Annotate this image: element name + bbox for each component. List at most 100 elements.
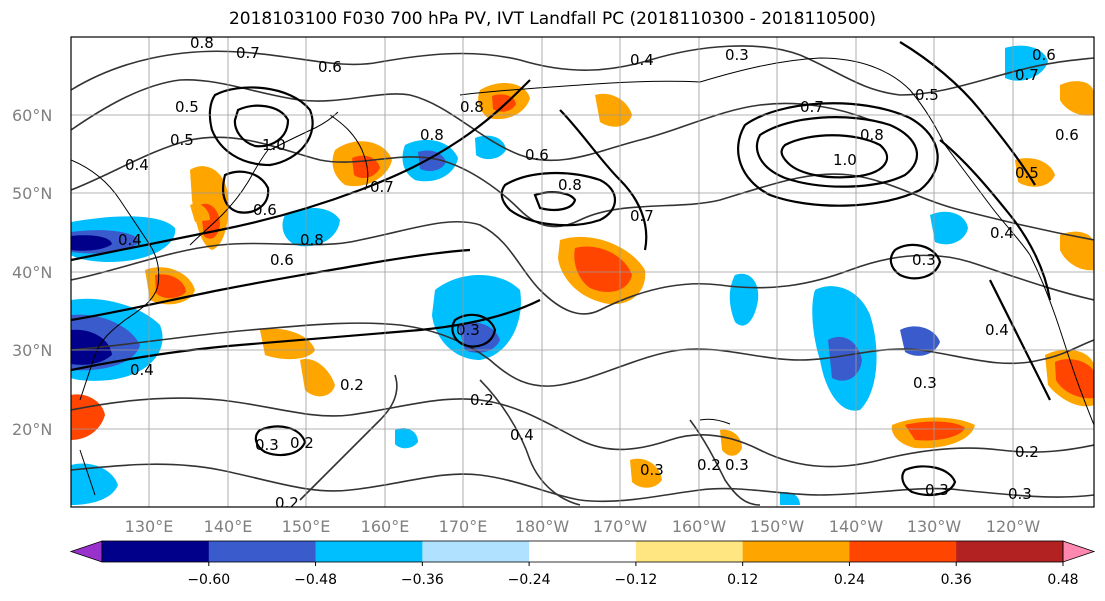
contour-label: 0.8 (420, 126, 444, 144)
closed-contour-1-0-west-inner (233, 104, 290, 148)
closed-contour-0-6-west (221, 170, 270, 214)
lon-label: 160°E (361, 517, 410, 536)
colorbar-tick-label: −0.36 (401, 572, 444, 588)
coast-north-america (1029, 254, 1094, 426)
colorbar-segment (956, 541, 1064, 562)
coast-hawaii (699, 418, 731, 425)
colorbar-segment (422, 541, 530, 562)
closed-contour-0-8-central (500, 171, 616, 227)
contour-label: 0.4 (510, 426, 534, 444)
contour-label: 0.6 (318, 58, 342, 76)
contour-label: 0.5 (175, 98, 199, 116)
contour-label: 0.3 (912, 251, 936, 269)
contour-north-alaska (899, 41, 1036, 186)
contour-label: 0.2 (275, 494, 299, 512)
contour-label: 1.0 (833, 151, 857, 169)
neg-region-south-central (780, 492, 800, 505)
jet-band-north (71, 79, 531, 262)
coastlines (71, 57, 1094, 496)
neg-region-japan-sea (282, 208, 340, 247)
contour-label: 0.3 (725, 456, 749, 474)
jet-band-south (71, 299, 541, 372)
neg-region-northeast (1005, 45, 1048, 81)
lon-label: 120°W (986, 517, 1041, 536)
contour-label: 0.7 (236, 44, 260, 62)
closed-contour-1-0-east-inner (780, 134, 888, 179)
lon-label: 180°W (515, 517, 570, 536)
closed-contour-0-8-central-inner (533, 191, 577, 211)
lat-label: 50°N (12, 184, 52, 203)
closed-contour-0-3-south (901, 465, 957, 497)
longitude-labels: 130°E 140°E 150°E 160°E 170°E 180°W 170°… (125, 517, 1041, 536)
pv-closed-contours (71, 41, 1052, 497)
pos-region-east-45n (1060, 231, 1094, 271)
lat-label: 20°N (12, 420, 52, 439)
lon-label: 150°E (282, 517, 331, 536)
colorbar-segment (208, 541, 317, 562)
contour-label: 0.2 (340, 376, 364, 394)
pos-region-west-50n (190, 203, 210, 222)
colorbar-segment (849, 541, 957, 562)
graticule (71, 37, 1094, 507)
colorbar-tick-label: −0.60 (187, 572, 230, 588)
colorbar-tick-label: −0.24 (508, 572, 551, 588)
contour-label: 0.6 (525, 146, 549, 164)
coast-alaska-panhandle (944, 144, 1031, 256)
colorbar-tick-label: −0.12 (614, 572, 657, 588)
contour-label: 0.4 (118, 231, 142, 249)
contour-east-coast (989, 279, 1051, 401)
contour-label: 0.8 (460, 98, 484, 116)
contour-label: 0.7 (630, 207, 654, 225)
contour-label: 0.2 (470, 391, 494, 409)
neg-region-gulf-alaska (930, 211, 968, 245)
coast-alaska (699, 57, 946, 146)
pos-region-west-30n (260, 328, 315, 360)
coast-aleutians (459, 80, 701, 96)
contour-label: 0.8 (190, 34, 214, 52)
pos-region-central-40n-core (574, 246, 632, 292)
closed-contour-0-3-east (889, 243, 942, 280)
contour-label: 0.6 (1055, 126, 1079, 144)
contour-label: 0.3 (640, 461, 664, 479)
colorbar-extend-max (1062, 540, 1096, 563)
coast-kamchatka (329, 114, 369, 191)
lon-label: 140°E (204, 517, 253, 536)
lon-label: 170°E (439, 517, 488, 536)
pv-contour-lines (71, 45, 1094, 506)
lon-label: 140°W (829, 517, 884, 536)
pos-region-southeast-core (1055, 359, 1094, 399)
colorbar-tick-label: −0.48 (294, 572, 337, 588)
contour-label: 0.3 (1008, 485, 1032, 503)
contour-label: 0.6 (270, 251, 294, 269)
closed-contour-0-2-south (254, 425, 307, 457)
closed-contour-0-3-mid (451, 313, 497, 348)
neg-region-hawaii-west (395, 428, 418, 449)
contour-label: 0.6 (253, 201, 277, 219)
colorbar-border (101, 540, 1064, 563)
lon-label: 150°W (750, 517, 805, 536)
contour-label: 0.3 (255, 436, 279, 454)
colorbar-segment (635, 541, 744, 562)
negative-anomaly-regions (71, 45, 1048, 505)
contour-label: 0.6 (1032, 46, 1056, 64)
lat-label: 40°N (12, 263, 52, 282)
contour-label: 0.5 (170, 131, 194, 149)
neg-region-west-40n-deep (71, 235, 112, 251)
contour-label: 0.2 (1015, 443, 1039, 461)
pos-region-west-35n-core (155, 274, 186, 299)
coast-japan (189, 149, 269, 246)
colorbar: −0.60 −0.48 −0.36 −0.24 −0.12 0.12 0.24 0.36 0.4… (69, 540, 1096, 588)
contour-label: 1.0 (262, 136, 286, 154)
latitude-labels: 60°N 50°N 40°N 30°N 20°N (12, 106, 52, 439)
neg-region-southwest (71, 463, 118, 505)
neg-region-mid-pacific-core (828, 336, 862, 381)
coast-kuril (269, 111, 339, 151)
colorbar-extend-min (69, 540, 103, 563)
contour-labels: 0.8 0.7 0.6 0.5 1.0 0.4 0.6 0.7 0.8 0.4 … (118, 34, 1079, 512)
pos-region-south-east-15n (720, 429, 742, 456)
contour-label: 0.3 (913, 374, 937, 392)
coast-asia (71, 159, 160, 401)
contour-label: 0.4 (630, 51, 654, 69)
contour-label: 0.5 (1015, 164, 1039, 182)
